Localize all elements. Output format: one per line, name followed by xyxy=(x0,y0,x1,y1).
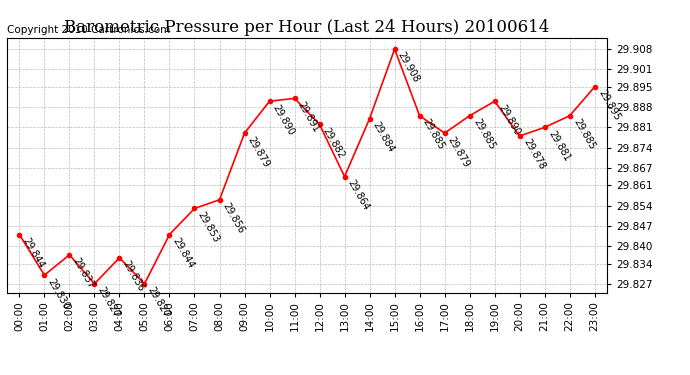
Text: 29.882: 29.882 xyxy=(321,126,346,160)
Text: 29.885: 29.885 xyxy=(421,117,446,152)
Text: 29.836: 29.836 xyxy=(121,259,146,293)
Text: 29.853: 29.853 xyxy=(196,210,221,244)
Text: 29.830: 29.830 xyxy=(46,276,71,311)
Text: 29.881: 29.881 xyxy=(546,129,571,163)
Text: 29.856: 29.856 xyxy=(221,201,246,236)
Text: 29.844: 29.844 xyxy=(171,236,197,270)
Text: Copyright 2010 Cartronics.com: Copyright 2010 Cartronics.com xyxy=(7,25,170,35)
Text: 29.891: 29.891 xyxy=(296,100,322,134)
Text: 29.864: 29.864 xyxy=(346,178,371,212)
Title: Barometric Pressure per Hour (Last 24 Hours) 20100614: Barometric Pressure per Hour (Last 24 Ho… xyxy=(64,19,550,36)
Text: 29.895: 29.895 xyxy=(596,88,622,123)
Text: 29.885: 29.885 xyxy=(471,117,497,152)
Text: 29.827: 29.827 xyxy=(146,285,172,320)
Text: 29.890: 29.890 xyxy=(496,103,522,137)
Text: 29.890: 29.890 xyxy=(271,103,297,137)
Text: 29.878: 29.878 xyxy=(521,137,546,172)
Text: 29.884: 29.884 xyxy=(371,120,397,154)
Text: 29.879: 29.879 xyxy=(446,135,471,169)
Text: 29.908: 29.908 xyxy=(396,51,422,85)
Text: 29.837: 29.837 xyxy=(71,256,97,291)
Text: 29.844: 29.844 xyxy=(21,236,46,270)
Text: 29.885: 29.885 xyxy=(571,117,597,152)
Text: 29.879: 29.879 xyxy=(246,135,271,169)
Text: 29.827: 29.827 xyxy=(96,285,121,320)
